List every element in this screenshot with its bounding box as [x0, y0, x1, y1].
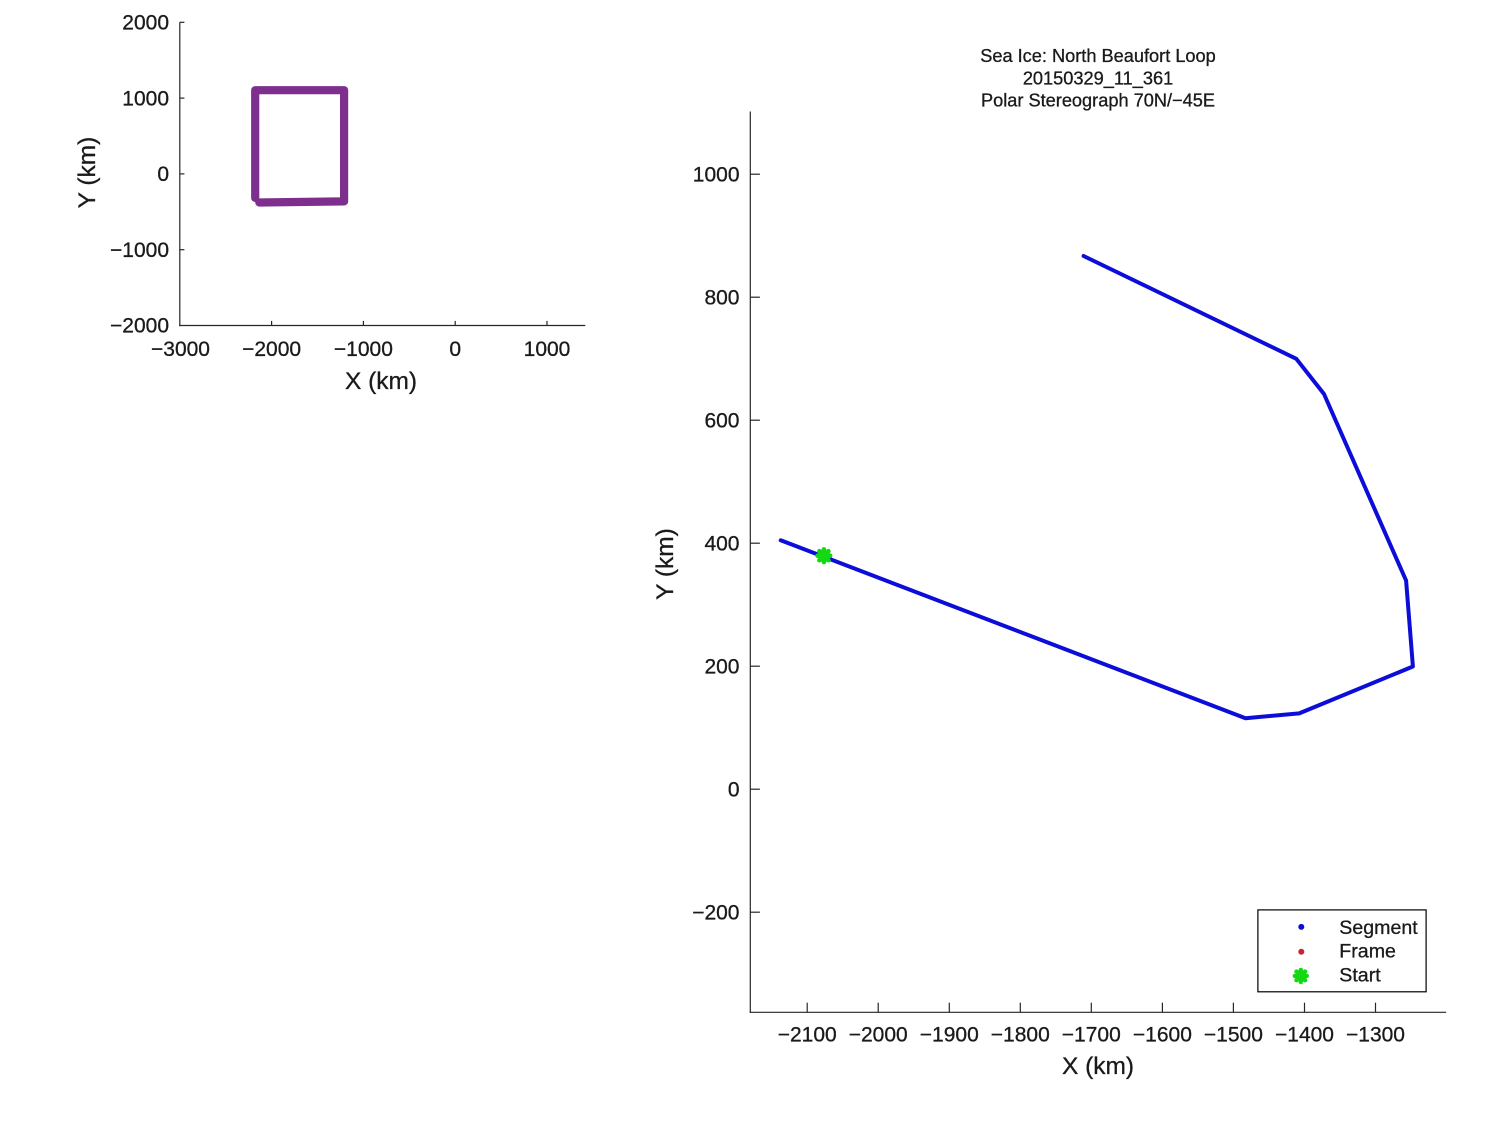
- svg-text:X (km): X (km): [1062, 1053, 1134, 1080]
- svg-text:600: 600: [704, 409, 739, 432]
- svg-text:0: 0: [157, 163, 169, 186]
- svg-text:800: 800: [704, 286, 739, 309]
- svg-text:−1000: −1000: [110, 239, 169, 262]
- svg-text:Frame: Frame: [1339, 941, 1396, 963]
- svg-text:−1400: −1400: [1275, 1024, 1334, 1047]
- svg-text:1000: 1000: [524, 338, 571, 361]
- svg-text:1000: 1000: [693, 163, 740, 186]
- svg-text:−2000: −2000: [110, 315, 169, 338]
- svg-text:0: 0: [728, 778, 740, 801]
- svg-text:−2000: −2000: [849, 1024, 908, 1047]
- svg-text:−1500: −1500: [1204, 1024, 1263, 1047]
- svg-text:200: 200: [704, 655, 739, 678]
- svg-text:20150329_11_361: 20150329_11_361: [1023, 68, 1173, 89]
- svg-text:−1300: −1300: [1346, 1024, 1405, 1047]
- svg-text:Sea Ice: North Beaufort Loop: Sea Ice: North Beaufort Loop: [980, 46, 1216, 66]
- svg-text:Y (km): Y (km): [652, 528, 679, 600]
- svg-text:−200: −200: [692, 901, 739, 924]
- svg-text:−1800: −1800: [991, 1024, 1050, 1047]
- svg-text:X (km): X (km): [345, 368, 417, 395]
- svg-text:−1700: −1700: [1062, 1024, 1121, 1047]
- svg-text:−2100: −2100: [778, 1024, 837, 1047]
- svg-text:−2000: −2000: [242, 338, 301, 361]
- svg-text:400: 400: [704, 532, 739, 555]
- svg-text:−1900: −1900: [920, 1024, 979, 1047]
- svg-text:−1000: −1000: [334, 338, 393, 361]
- svg-text:Y (km): Y (km): [74, 137, 101, 209]
- svg-text:−1600: −1600: [1133, 1024, 1192, 1047]
- svg-text:Polar Stereograph 70N/−45E: Polar Stereograph 70N/−45E: [981, 91, 1215, 111]
- svg-text:Segment: Segment: [1339, 917, 1418, 939]
- svg-text:−3000: −3000: [151, 338, 210, 361]
- svg-text:2000: 2000: [122, 12, 169, 35]
- svg-text:0: 0: [449, 338, 461, 361]
- svg-text:Start: Start: [1339, 965, 1381, 987]
- svg-text:1000: 1000: [122, 87, 169, 110]
